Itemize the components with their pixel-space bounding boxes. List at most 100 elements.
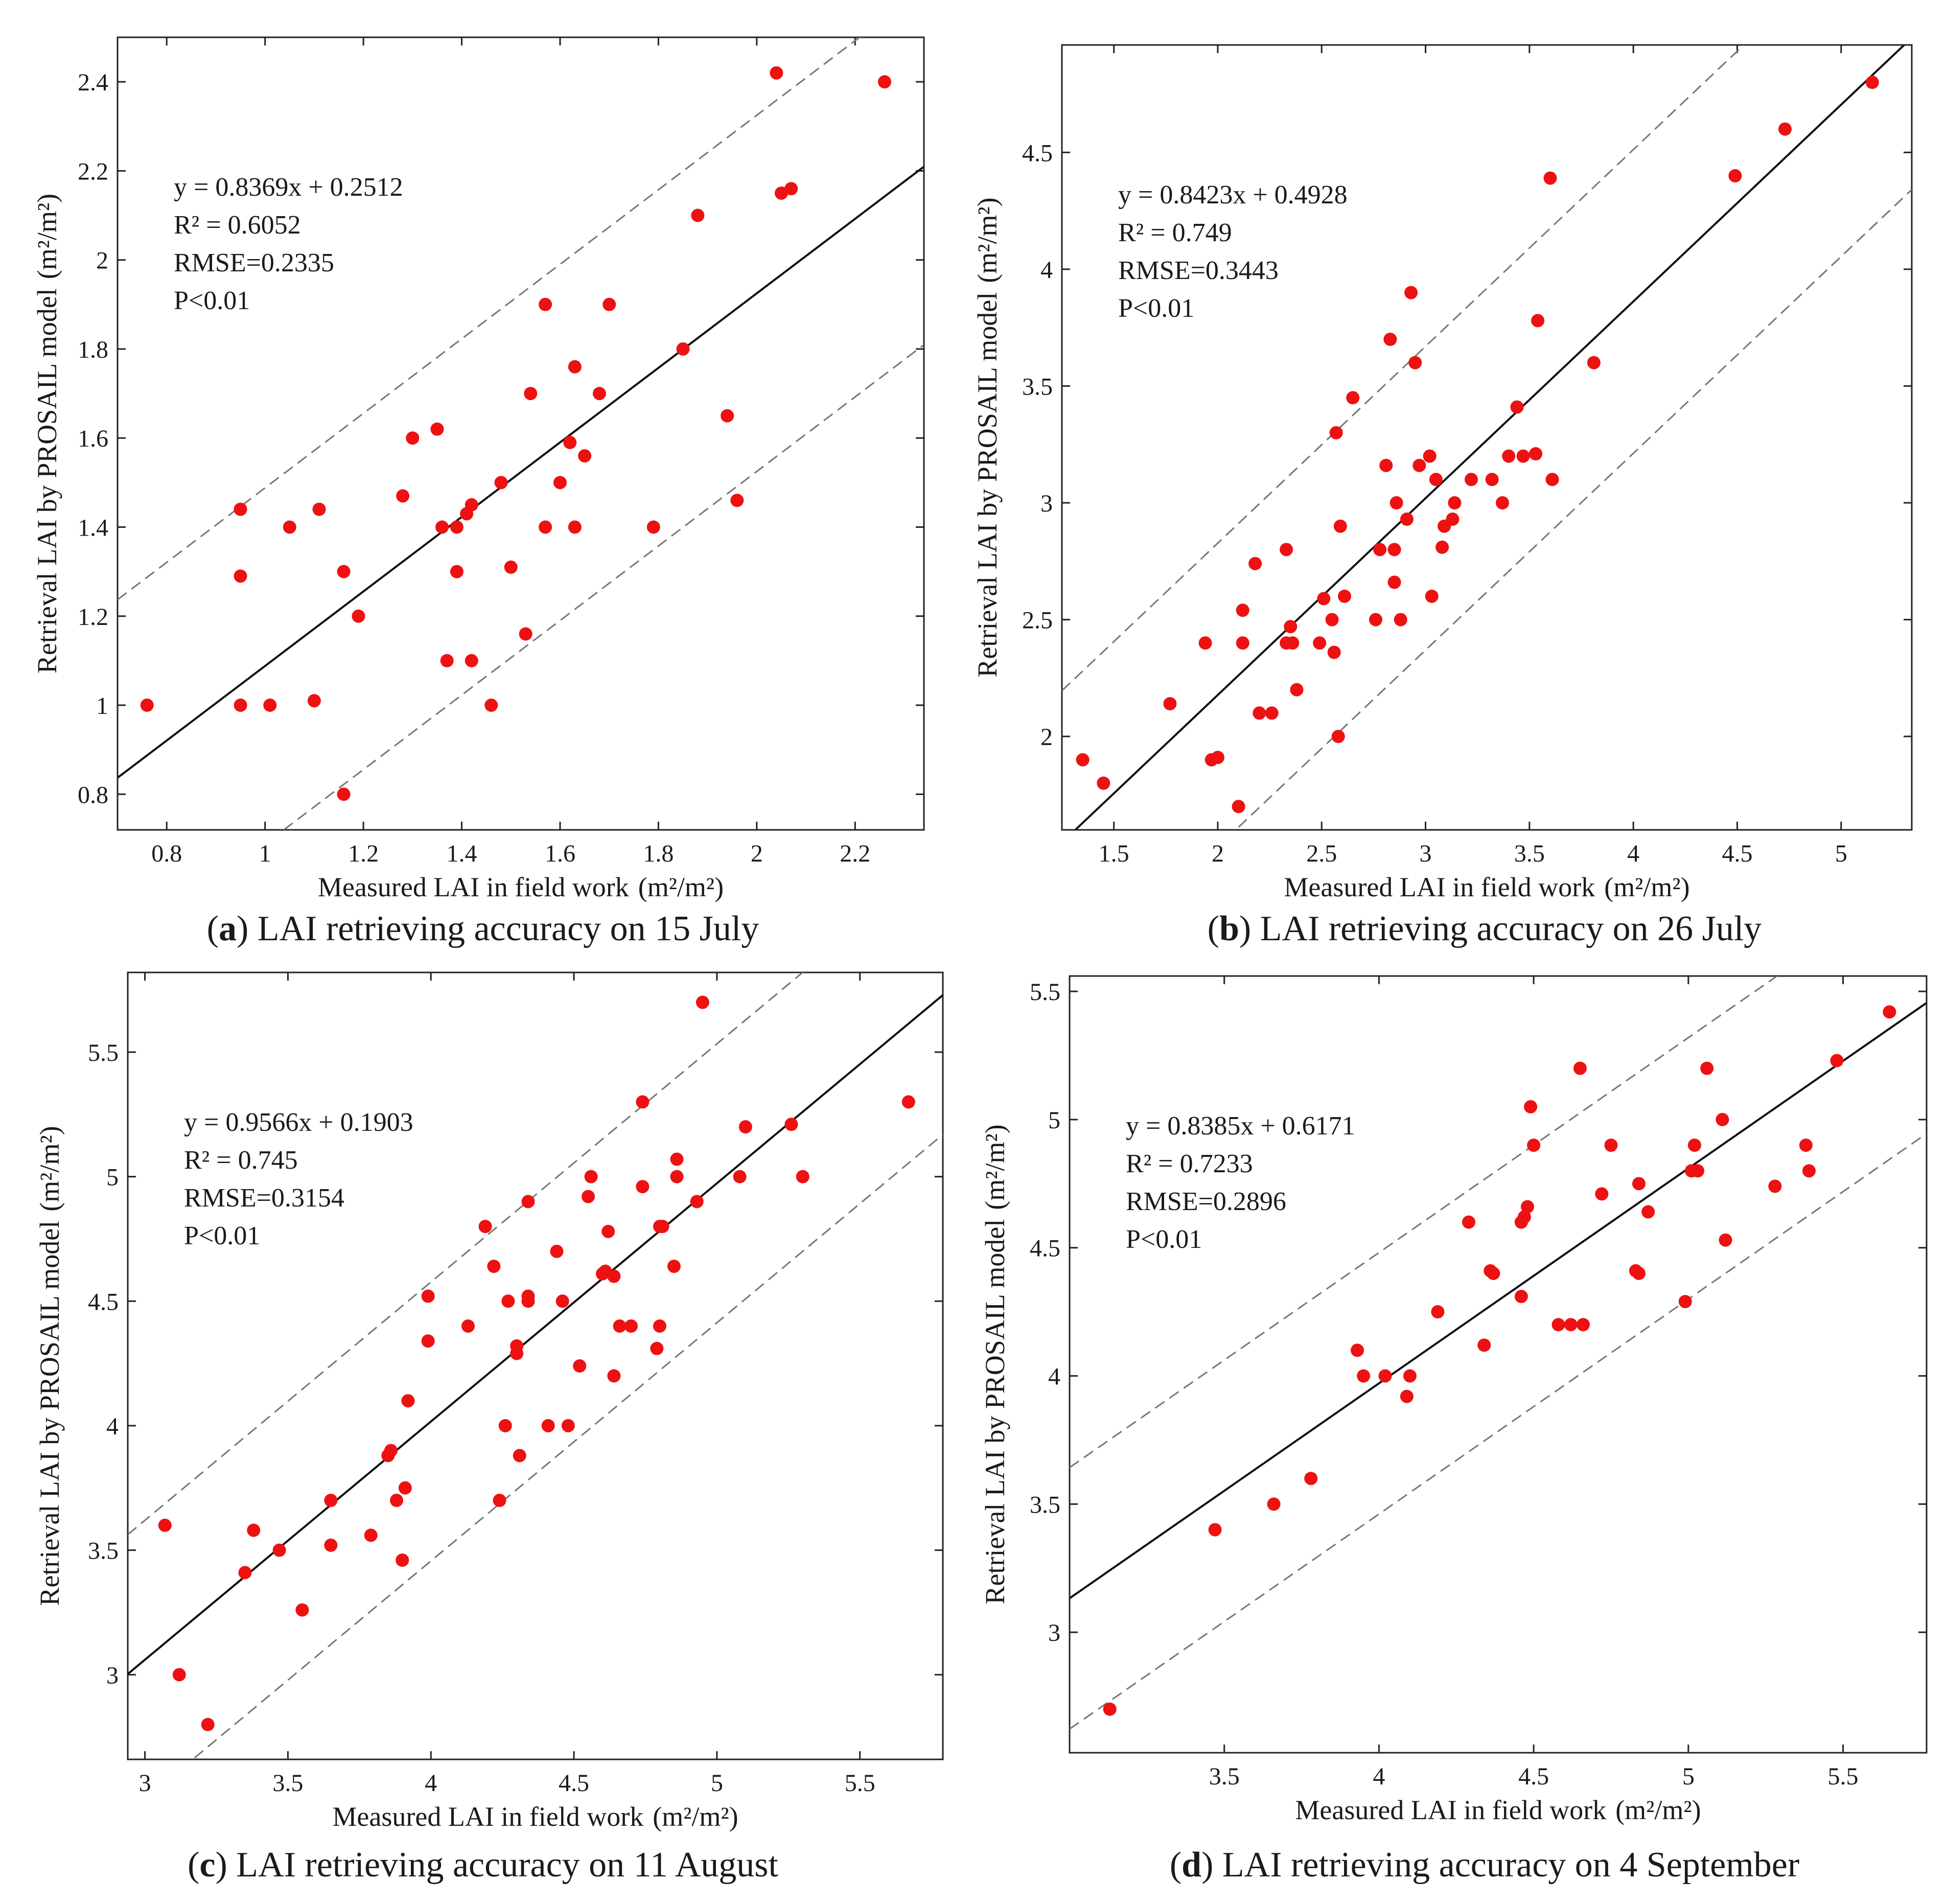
- x-tick-label: 1.5: [1099, 840, 1129, 867]
- data-point: [1700, 1061, 1714, 1075]
- data-point: [1389, 496, 1403, 509]
- data-point: [498, 1419, 512, 1432]
- data-point: [201, 1717, 215, 1731]
- data-point: [234, 569, 247, 583]
- data-point: [1865, 76, 1879, 89]
- data-point: [624, 1319, 638, 1333]
- data-point: [1431, 1305, 1445, 1319]
- data-point: [636, 1095, 650, 1109]
- x-axis-label: Measured LAI in field work (m²/m²): [1295, 1795, 1701, 1825]
- data-point: [1425, 589, 1439, 603]
- data-point: [1331, 730, 1345, 744]
- data-point: [1253, 706, 1266, 720]
- data-point: [1510, 400, 1524, 414]
- data-point: [1462, 1215, 1475, 1229]
- data-point: [234, 502, 247, 516]
- data-point: [670, 1170, 684, 1183]
- data-point: [568, 520, 582, 534]
- regression-line: [118, 166, 924, 779]
- stats-annotation: R² = 0.745: [184, 1146, 298, 1175]
- data-point: [1604, 1139, 1618, 1152]
- data-point: [238, 1566, 252, 1580]
- data-point: [1211, 751, 1224, 764]
- data-point: [247, 1523, 261, 1537]
- data-point: [1487, 1266, 1500, 1280]
- data-point: [450, 520, 464, 534]
- y-tick-label: 1.4: [78, 514, 108, 541]
- stats-annotation: RMSE=0.3443: [1118, 256, 1279, 285]
- data-point: [1267, 1497, 1281, 1511]
- x-tick-label: 1.6: [545, 840, 575, 867]
- data-point: [561, 1419, 575, 1432]
- data-point: [450, 565, 464, 578]
- data-point: [733, 1170, 747, 1183]
- data-point: [1543, 171, 1557, 185]
- x-tick-label: 4.5: [559, 1770, 589, 1797]
- y-axis-label: Retrieval LAI by PROSAIL model (m²/m²): [972, 197, 1003, 677]
- data-point: [364, 1528, 378, 1542]
- x-tick-label: 5: [1835, 840, 1847, 867]
- stats-annotation: R² = 0.6052: [174, 211, 301, 240]
- x-tick-label: 2.2: [840, 840, 870, 867]
- data-point: [465, 654, 478, 667]
- x-axis-unit: (m²/m²): [1604, 872, 1689, 902]
- data-point: [676, 342, 690, 356]
- x-tick-label: 3: [1420, 840, 1432, 867]
- data-point: [1346, 391, 1360, 405]
- data-point: [1076, 753, 1090, 767]
- y-tick-label: 1.8: [78, 336, 108, 363]
- data-point: [607, 1369, 621, 1383]
- x-tick-label: 4.5: [1518, 1763, 1549, 1790]
- data-point: [140, 699, 154, 712]
- panel-caption: (c) LAI retrieving accuracy on 11 August: [188, 1845, 778, 1885]
- x-axis-label: Measured LAI in field work (m²/m²): [1284, 872, 1689, 902]
- x-tick-label: 4: [1373, 1763, 1385, 1790]
- data-point: [1830, 1054, 1844, 1067]
- data-point: [465, 498, 478, 512]
- panel-caption: (a) LAI retrieving accuracy on 15 July: [207, 909, 759, 948]
- stats-annotation: y = 0.9566x + 0.1903: [184, 1108, 413, 1137]
- data-point: [1400, 513, 1414, 526]
- data-point: [1516, 449, 1530, 463]
- data-point: [568, 360, 582, 374]
- data-point: [283, 520, 296, 534]
- y-axis-title: Retrieval LAI by PROSAIL model: [980, 1219, 1010, 1605]
- stats-annotation: RMSE=0.2335: [174, 248, 334, 277]
- data-point: [1477, 1338, 1491, 1352]
- data-point: [263, 699, 277, 712]
- data-point: [1446, 513, 1460, 526]
- data-point: [1286, 636, 1300, 650]
- caption-open-paren: (: [207, 909, 219, 948]
- data-point: [1383, 333, 1397, 346]
- regression-line: [1074, 45, 1906, 830]
- y-tick-label: 2.4: [78, 69, 108, 96]
- x-tick-label: 1.2: [348, 840, 379, 867]
- data-point: [396, 1553, 409, 1567]
- x-tick-label: 3.5: [1209, 1763, 1240, 1790]
- data-point: [796, 1170, 809, 1183]
- stats-annotation: y = 0.8385x + 0.6171: [1126, 1111, 1355, 1141]
- x-axis-title: Measured LAI in field work: [1295, 1795, 1606, 1825]
- x-axis-title: Measured LAI in field work: [332, 1801, 643, 1832]
- lower-bound-line: [282, 344, 924, 830]
- data-point: [1529, 447, 1543, 460]
- panel-caption: (b) LAI retrieving accuracy on 26 July: [1208, 909, 1762, 948]
- stats-annotation: P<0.01: [1118, 294, 1194, 323]
- data-point: [1265, 706, 1279, 720]
- x-tick-label: 0.8: [151, 840, 182, 867]
- x-tick-label: 4.5: [1722, 840, 1752, 867]
- data-point: [1357, 1369, 1371, 1383]
- data-point: [1587, 356, 1601, 369]
- data-point: [1595, 1187, 1609, 1201]
- data-point: [1678, 1295, 1692, 1309]
- data-point: [1641, 1205, 1655, 1219]
- y-tick-label: 3.5: [1030, 1491, 1060, 1518]
- data-point: [1531, 314, 1545, 328]
- data-point: [901, 1095, 915, 1109]
- data-point: [158, 1518, 172, 1532]
- x-tick-label: 3.5: [1514, 840, 1545, 867]
- y-tick-label: 2: [1040, 724, 1053, 751]
- caption-letter: c: [199, 1845, 215, 1885]
- chart-panel-d: 3.5 4 4.5 5 5.5 3 3.5 4 4.5 5 5.5 y = 0.8385x + 0.6…: [980, 975, 1928, 1885]
- caption-text: LAI retrieving accuracy on 15 July: [248, 909, 759, 948]
